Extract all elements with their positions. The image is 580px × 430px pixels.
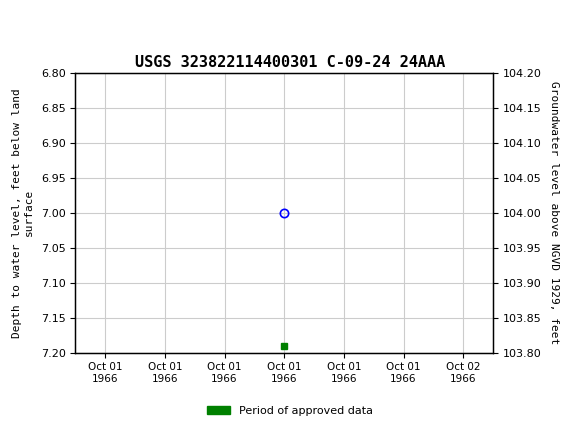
Y-axis label: Groundwater level above NGVD 1929, feet: Groundwater level above NGVD 1929, feet (549, 81, 559, 344)
Legend: Period of approved data: Period of approved data (203, 401, 377, 420)
Text: ≡USGS: ≡USGS (12, 16, 78, 36)
Text: USGS 323822114400301 C-09-24 24AAA: USGS 323822114400301 C-09-24 24AAA (135, 55, 445, 70)
Y-axis label: Depth to water level, feet below land
surface: Depth to water level, feet below land su… (12, 88, 34, 338)
